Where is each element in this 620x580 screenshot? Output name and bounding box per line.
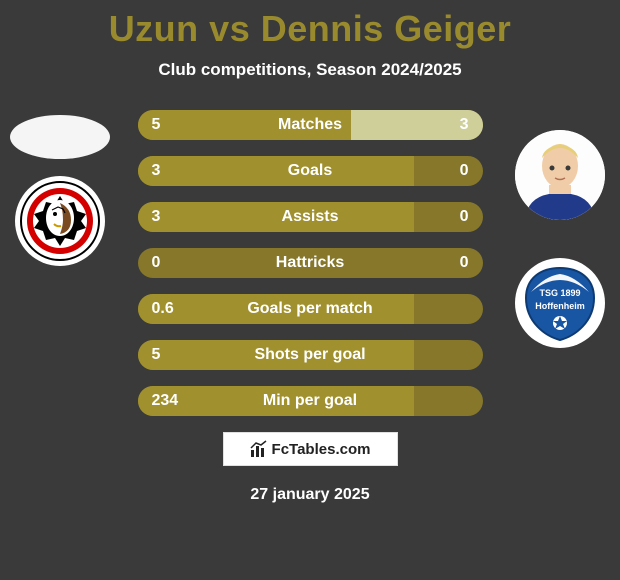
- stat-label: Goals: [288, 162, 332, 180]
- bar-left-fill: [138, 202, 414, 232]
- stat-label: Matches: [278, 116, 342, 134]
- stat-bars: 5 3 Matches 3 0 Goals 3 0 Assists 0 0 Hattricks 0.6 G…: [0, 110, 620, 416]
- stat-label: Hattricks: [276, 254, 344, 272]
- stat-value-right: 3: [460, 116, 469, 134]
- stat-value-right: 0: [460, 254, 469, 272]
- stat-row-assists: 3 0 Assists: [138, 202, 483, 232]
- bar-left-fill: [138, 156, 414, 186]
- footer-date: 27 january 2025: [0, 486, 620, 504]
- stat-label: Goals per match: [247, 300, 372, 318]
- stat-row-shots-per-goal: 5 Shots per goal: [138, 340, 483, 370]
- stat-row-min-per-goal: 234 Min per goal: [138, 386, 483, 416]
- stat-row-matches: 5 3 Matches: [138, 110, 483, 140]
- stat-row-goals: 3 0 Goals: [138, 156, 483, 186]
- stat-value-left: 0.6: [152, 300, 174, 318]
- stat-label: Min per goal: [263, 392, 357, 410]
- stat-value-left: 5: [152, 116, 161, 134]
- stat-value-left: 234: [152, 392, 179, 410]
- stat-label: Shots per goal: [254, 346, 365, 364]
- page-subtitle: Club competitions, Season 2024/2025: [0, 60, 620, 80]
- brand-box: FcTables.com: [223, 432, 398, 466]
- stat-value-right: 0: [460, 162, 469, 180]
- stat-value-left: 3: [152, 162, 161, 180]
- stat-row-hattricks: 0 0 Hattricks: [138, 248, 483, 278]
- chart-icon: [250, 440, 268, 458]
- stat-value-left: 0: [152, 254, 161, 272]
- stat-label: Assists: [282, 208, 339, 226]
- stat-row-goals-per-match: 0.6 Goals per match: [138, 294, 483, 324]
- brand-text: FcTables.com: [272, 441, 371, 458]
- stat-value-right: 0: [460, 208, 469, 226]
- stat-value-left: 3: [152, 208, 161, 226]
- stat-value-left: 5: [152, 346, 161, 364]
- page-title: Uzun vs Dennis Geiger: [0, 0, 620, 50]
